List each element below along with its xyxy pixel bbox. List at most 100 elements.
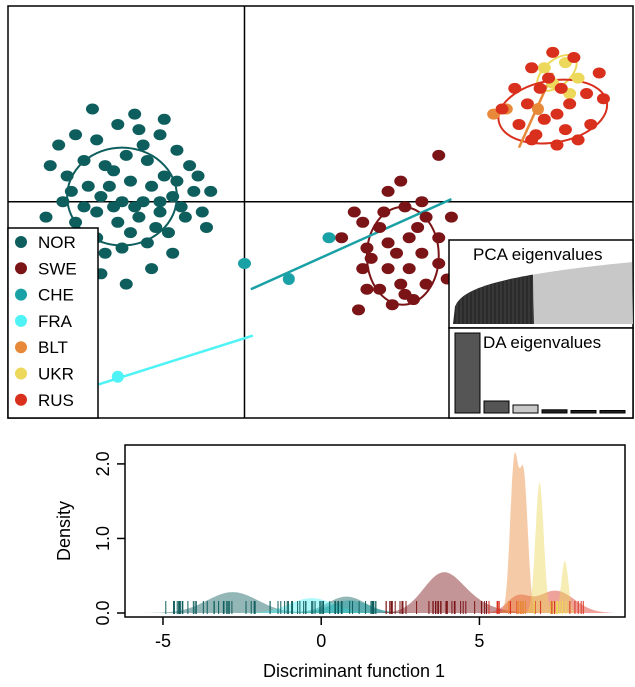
swe-point [381, 263, 395, 275]
x-axis: -5 0 5 [155, 617, 484, 651]
swe-point [419, 278, 433, 290]
swe-point [356, 216, 370, 228]
legend-marker-swe [15, 262, 27, 275]
rus-density [125, 590, 613, 613]
rus-point [525, 62, 539, 74]
nor-point [132, 211, 146, 223]
da-eigenvalue-bar [599, 410, 626, 414]
legend-marker-nor [15, 236, 27, 248]
nor-point [119, 278, 133, 290]
swe-point [432, 232, 446, 244]
swe-point [394, 175, 408, 187]
legend-marker-che [15, 288, 27, 301]
swe-point [335, 232, 349, 244]
nor-point [81, 180, 95, 192]
density-frame [124, 444, 626, 618]
nor-point [77, 201, 91, 213]
blt-centroid [531, 103, 544, 115]
nor-point [140, 155, 154, 166]
y-tick-label: 1.0 [93, 526, 113, 551]
legend-marker-blt [15, 341, 27, 354]
rus-point [495, 103, 509, 115]
rus-point [580, 88, 594, 100]
nor-point [111, 216, 125, 228]
da-eigenvalue-bar [512, 404, 539, 414]
y-tick-label: 0.0 [93, 600, 113, 625]
da-eigenvalue-bar [570, 410, 597, 414]
legend-marker-ukr [15, 367, 27, 380]
che-density [125, 600, 613, 613]
da-eigenvalue-bar [454, 332, 481, 414]
nor-point [128, 108, 142, 120]
swe-point [364, 252, 378, 264]
legend-label-fra: FRA [38, 312, 73, 331]
group-points [39, 46, 610, 316]
che-axis-line [250, 197, 452, 291]
nor-point [145, 180, 159, 192]
rus-point [554, 82, 568, 94]
nor-point [52, 139, 66, 151]
scatterplot-panel: NOR SWE CHE FRA BLT UKR RUS PCA eigenvalues DA… [7, 5, 634, 419]
x-tick-label: -5 [155, 631, 171, 651]
swe-point [385, 299, 399, 311]
nor-point [56, 196, 70, 208]
nor-point [170, 175, 184, 187]
swe-point [381, 185, 395, 197]
nor-point [115, 242, 129, 254]
nor-density [125, 592, 613, 613]
density-areas [125, 452, 613, 613]
swe-point [394, 278, 408, 290]
swe-point [402, 263, 416, 275]
rus-point [558, 124, 572, 136]
fra-centroid [111, 370, 124, 383]
group-centroids [111, 103, 544, 383]
nor-point [174, 201, 188, 213]
rus-point [592, 67, 606, 79]
swe-point [432, 149, 446, 161]
legend-label-swe: SWE [38, 259, 77, 278]
swe-point [444, 211, 458, 223]
nor-point [170, 144, 184, 156]
nor-point [178, 211, 192, 223]
nor-point [85, 103, 99, 115]
da-inset-title: DA eigenvalues [483, 333, 601, 352]
nor-point [43, 160, 57, 172]
nor-point [128, 201, 142, 213]
x-axis-label: Discriminant function 1 [263, 661, 445, 681]
blt-density [125, 452, 613, 613]
nor-point [157, 113, 171, 125]
rus-point [520, 98, 534, 110]
ukr-density [125, 482, 613, 613]
nor-point [102, 180, 116, 192]
density-rugs [165, 601, 584, 614]
legend: NOR SWE CHE FRA BLT UKR RUS [7, 227, 99, 419]
swe-point [415, 196, 429, 208]
nor-point [161, 227, 175, 239]
nor-point [153, 129, 167, 141]
rus-point [563, 98, 577, 110]
swe-point [377, 206, 391, 218]
nor-point [166, 247, 180, 259]
swe-point [373, 283, 387, 295]
y-axis: 0.0 1.0 2.0 [93, 451, 125, 626]
nor-point [199, 221, 213, 233]
pca-eigenvalues-inset: PCA eigenvalues [448, 239, 634, 329]
swe-point [390, 247, 404, 259]
nor-point [195, 206, 209, 218]
scatter-frame [7, 5, 634, 419]
ukr-point [571, 72, 585, 84]
da-eigenvalue-bar [541, 409, 568, 414]
da-eigenvalues-inset: DA eigenvalues [448, 327, 634, 419]
rus-point [512, 118, 526, 130]
nor-point [183, 160, 197, 172]
swe-point [419, 211, 433, 223]
rus-point [550, 108, 564, 120]
nor-point [94, 191, 108, 203]
nor-point [107, 165, 121, 177]
nor-point [69, 129, 83, 141]
x-tick-label: 0 [316, 631, 326, 651]
nor-point [64, 185, 78, 197]
nor-point [157, 170, 171, 182]
legend-label-blt: BLT [38, 338, 68, 357]
